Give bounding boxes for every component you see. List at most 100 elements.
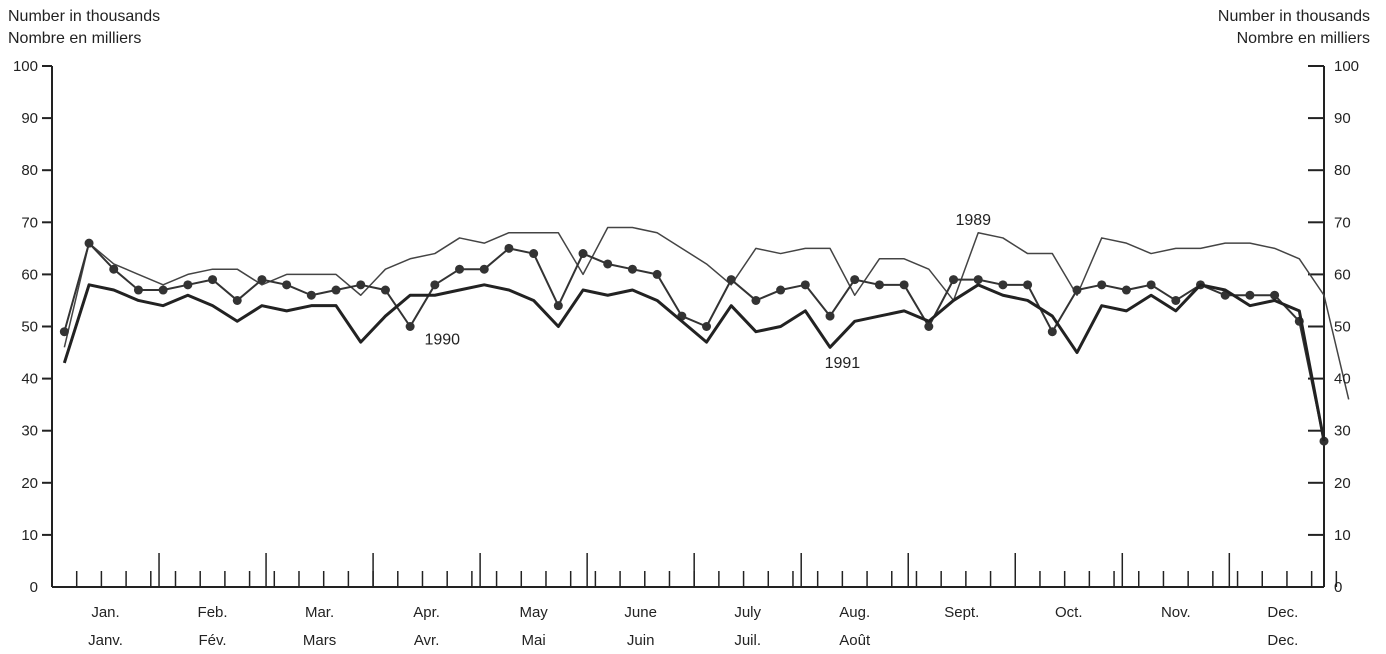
month-label: Mar. xyxy=(305,604,334,621)
point-1990 xyxy=(380,285,390,295)
month-label: May xyxy=(519,604,548,621)
point-1990 xyxy=(1270,290,1280,300)
y-tick-label-right: 10 xyxy=(1334,527,1351,544)
month-label-fr: Mai xyxy=(522,632,546,649)
month-label-fr: Fév. xyxy=(199,632,227,649)
month-label-fr: Janv. xyxy=(88,632,123,649)
month-label: June xyxy=(624,604,657,621)
month-label-fr: Mars xyxy=(303,632,336,649)
point-1990 xyxy=(627,264,637,274)
y-tick-label-right: 30 xyxy=(1334,423,1351,440)
point-1990 xyxy=(158,285,168,295)
axes xyxy=(42,65,1338,588)
labels-layer: 0 0 10 10 20 20 30 30 40 40 50 50 60 60 70 70 80 80 90 90 10… xyxy=(13,58,1359,649)
point-1990 xyxy=(825,311,835,321)
point-1990 xyxy=(109,264,119,274)
y-tick-label-left: 40 xyxy=(21,371,38,388)
point-1990 xyxy=(850,275,860,285)
series-line-1989 xyxy=(63,226,1350,400)
series-layer xyxy=(59,226,1350,446)
y-tick-label-left: 60 xyxy=(21,266,38,283)
month-label-fr: Juil. xyxy=(734,632,761,649)
y-axis-title-right-fr: Nombre en milliers xyxy=(1236,30,1370,47)
point-1990 xyxy=(1097,280,1107,290)
y-tick-label-right: 80 xyxy=(1334,162,1351,179)
y-tick-label-left: 80 xyxy=(21,162,38,179)
point-1990 xyxy=(282,280,292,290)
y-tick-label-right: 100 xyxy=(1334,58,1359,75)
y-tick-label-left: 90 xyxy=(21,110,38,127)
point-1990 xyxy=(874,280,884,290)
y-tick-label-right: 20 xyxy=(1334,475,1351,492)
point-1990 xyxy=(183,280,193,290)
y-tick-label-left: 30 xyxy=(21,423,38,440)
point-1990 xyxy=(1047,327,1057,337)
month-label: Feb. xyxy=(198,604,228,621)
month-label: Aug. xyxy=(839,604,870,621)
y-tick-label-left: 0 xyxy=(30,579,38,596)
month-label-fr: Avr. xyxy=(414,632,440,649)
point-1990 xyxy=(1171,295,1181,305)
point-1990 xyxy=(504,243,514,253)
point-1990 xyxy=(924,322,934,331)
point-1990 xyxy=(899,280,909,290)
y-tick-label-right: 90 xyxy=(1334,110,1351,127)
y-axis-title-left-en: Number in thousands xyxy=(8,8,161,25)
series-label-1989: 1989 xyxy=(955,212,991,229)
point-1990 xyxy=(973,275,983,285)
point-1990 xyxy=(356,280,366,290)
point-1990 xyxy=(133,285,143,295)
point-1990 xyxy=(430,280,440,290)
point-1990 xyxy=(998,280,1008,290)
month-label-fr: Dec. xyxy=(1267,632,1298,649)
point-1990 xyxy=(455,264,465,274)
series-line-1991 xyxy=(62,283,1326,442)
y-tick-label-right: 40 xyxy=(1334,371,1351,388)
month-label: Oct. xyxy=(1055,604,1083,621)
point-1990 xyxy=(751,295,761,305)
point-1990 xyxy=(1023,280,1033,290)
point-1990 xyxy=(232,295,242,305)
point-1990 xyxy=(208,275,218,285)
point-1990 xyxy=(529,249,539,259)
month-label: Dec. xyxy=(1267,604,1298,621)
point-1990 xyxy=(405,322,415,331)
point-1990 xyxy=(1072,285,1082,295)
point-1990 xyxy=(949,275,959,285)
point-1990 xyxy=(800,280,810,290)
point-1990 xyxy=(84,238,94,248)
point-1990 xyxy=(776,285,786,295)
y-tick-label-left: 70 xyxy=(21,214,38,231)
y-tick-label-left: 100 xyxy=(13,58,38,75)
y-axis-title-left: Number in thousands Nombre en milliers xyxy=(8,6,160,50)
month-label: Nov. xyxy=(1161,604,1191,621)
point-1990 xyxy=(1245,290,1255,300)
month-label: Sept. xyxy=(944,604,979,621)
point-1990 xyxy=(1121,285,1131,295)
point-1990 xyxy=(702,322,712,331)
series-label-1991: 1991 xyxy=(825,355,861,372)
point-1990 xyxy=(652,269,662,279)
series-line-1990 xyxy=(63,242,1325,442)
point-1990 xyxy=(59,327,69,337)
y-axis-title-right: Number in thousands Nombre en milliers xyxy=(1218,6,1370,50)
month-label: July xyxy=(734,604,761,621)
y-tick-label-left: 50 xyxy=(21,319,38,336)
month-label: Jan. xyxy=(91,604,119,621)
y-tick-label-right: 60 xyxy=(1334,266,1351,283)
y-tick-label-left: 10 xyxy=(21,527,38,544)
point-1990 xyxy=(726,275,736,285)
y-tick-label-right: 70 xyxy=(1334,214,1351,231)
month-label-fr: Août xyxy=(839,632,871,649)
y-tick-label-right: 0 xyxy=(1334,579,1342,596)
month-label-fr: Juin xyxy=(627,632,655,649)
y-tick-label-left: 20 xyxy=(21,475,38,492)
point-1990 xyxy=(257,275,267,285)
y-tick-label-right: 50 xyxy=(1334,319,1351,336)
point-1990 xyxy=(603,259,613,269)
series-label-1990: 1990 xyxy=(424,332,460,349)
point-1990 xyxy=(306,290,316,300)
point-1990 xyxy=(553,301,563,311)
point-1990 xyxy=(479,264,489,274)
